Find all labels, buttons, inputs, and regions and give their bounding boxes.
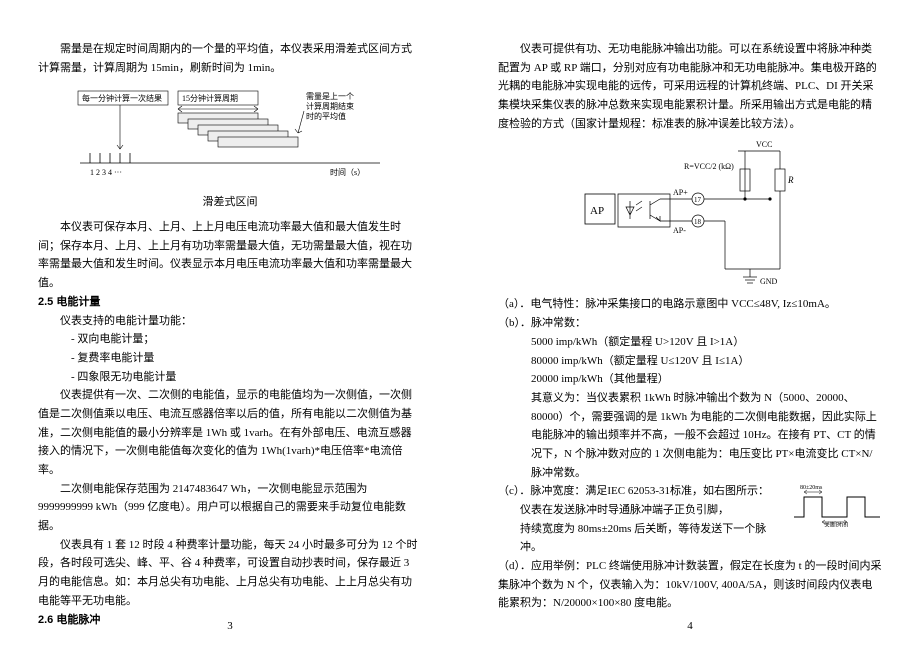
para: 二次侧电能保存范围为 2147483647 Wh，一次侧电能显示范围为 9999… <box>38 480 422 536</box>
svg-text:R=VCC/2 (kΩ): R=VCC/2 (kΩ) <box>684 162 734 171</box>
list-item: - 双向电能计量； <box>38 330 422 349</box>
page-left: 需量是在规定时间周期内的一个量的平均值，本仪表采用滑差式区间方式计算需量，计算周… <box>0 0 460 651</box>
item-b: （b）．脉冲常数： <box>498 314 882 333</box>
svg-text:GND: GND <box>760 277 778 286</box>
svg-text:AP: AP <box>590 205 604 217</box>
xlabel: 时间（s） <box>330 167 365 177</box>
l3a: 需量是上一个 <box>306 92 354 101</box>
para: 仪表可提供有功、无功电能脉冲输出功能。可以在系统设置中将脉冲种类配置为 AP 或… <box>498 40 882 133</box>
l2: 15分钟计算周期 <box>182 93 238 103</box>
list-item: - 复费率电能计量 <box>38 349 422 368</box>
para: 仪表支持的电能计量功能： <box>38 312 422 331</box>
svg-text:R: R <box>787 175 794 185</box>
para: 仪表具有 1 套 12 时段 4 种费率计量功能，每天 24 小时最多可分为 1… <box>38 536 422 611</box>
para: 仪表在发送脉冲时导通脉冲端子正负引脚， <box>498 501 786 520</box>
page-number: 3 <box>0 617 460 636</box>
xticks: 1 2 3 4 ··· <box>90 168 122 177</box>
diagram-caption: 滑差式区间 <box>38 193 422 212</box>
para: 本仪表可保存本月、上月、上上月电压电流功率最大值和最大值发生时间；保存本月、上月… <box>38 218 422 293</box>
item-d: （d）．应用举例：PLC 终端使用脉冲计数装置，假定在长度为 t 的一段时间内采… <box>498 557 882 613</box>
svg-text:时的平均值: 时的平均值 <box>306 111 346 121</box>
list-item: - 四象限无功电能计量 <box>38 368 422 387</box>
item-c: （c）．脉冲宽度：满足IEC 62053-31标准，如右图所示： <box>498 482 786 501</box>
list-item: 20000 imp/kWh（其他量程） <box>498 370 882 389</box>
svg-text:VCC: VCC <box>756 140 772 149</box>
svg-text:80±20ms: 80±20ms <box>800 485 823 491</box>
page-right: 仪表可提供有功、无功电能脉冲输出功能。可以在系统设置中将脉冲种类配置为 AP 或… <box>460 0 920 651</box>
pulse-waveform-diagram: 80±20ms 关断时间 <box>792 482 882 527</box>
heading-2-5: 2.5 电能计量 <box>38 293 422 312</box>
para: 持续宽度为 80ms±20ms 后关断，等待发送下一个脉冲。 <box>498 520 786 557</box>
svg-text:计算周期结束: 计算周期结束 <box>306 101 354 111</box>
para: 其意义为：当仪表累积 1kWh 时脉冲输出个数为 N（5000、20000、80… <box>498 389 882 482</box>
sliding-window-diagram: 1 2 3 4 ··· 时间（s） 每一分钟计算一次结果 15分钟计算周期 需量… <box>38 83 422 212</box>
svg-text:17: 17 <box>694 196 702 204</box>
page-number: 4 <box>460 617 920 636</box>
para: 仪表提供有一次、二次侧的电能值，显示的电能值均为一次侧值，一次侧值是二次侧值乘以… <box>38 386 422 479</box>
list-item: 5000 imp/kWh（额定量程 U>120V 且 I>1A） <box>498 333 882 352</box>
circuit-diagram: AP 17 18 AP+ AP- VCC <box>498 139 882 289</box>
para: 需量是在规定时间周期内的一个量的平均值，本仪表采用滑差式区间方式计算需量，计算周… <box>38 40 422 77</box>
list-item: 80000 imp/kWh（额定量程 U≤120V 且 I≤1A） <box>498 352 882 371</box>
svg-text:AP-: AP- <box>673 226 686 235</box>
item-a: （a）．电气特性：脉冲采集接口的电路示意图中 VCC≤48V, Iz≤10mA。 <box>498 295 882 314</box>
l1: 每一分钟计算一次结果 <box>82 93 162 103</box>
svg-text:AP+: AP+ <box>673 188 688 197</box>
svg-text:18: 18 <box>694 218 702 226</box>
